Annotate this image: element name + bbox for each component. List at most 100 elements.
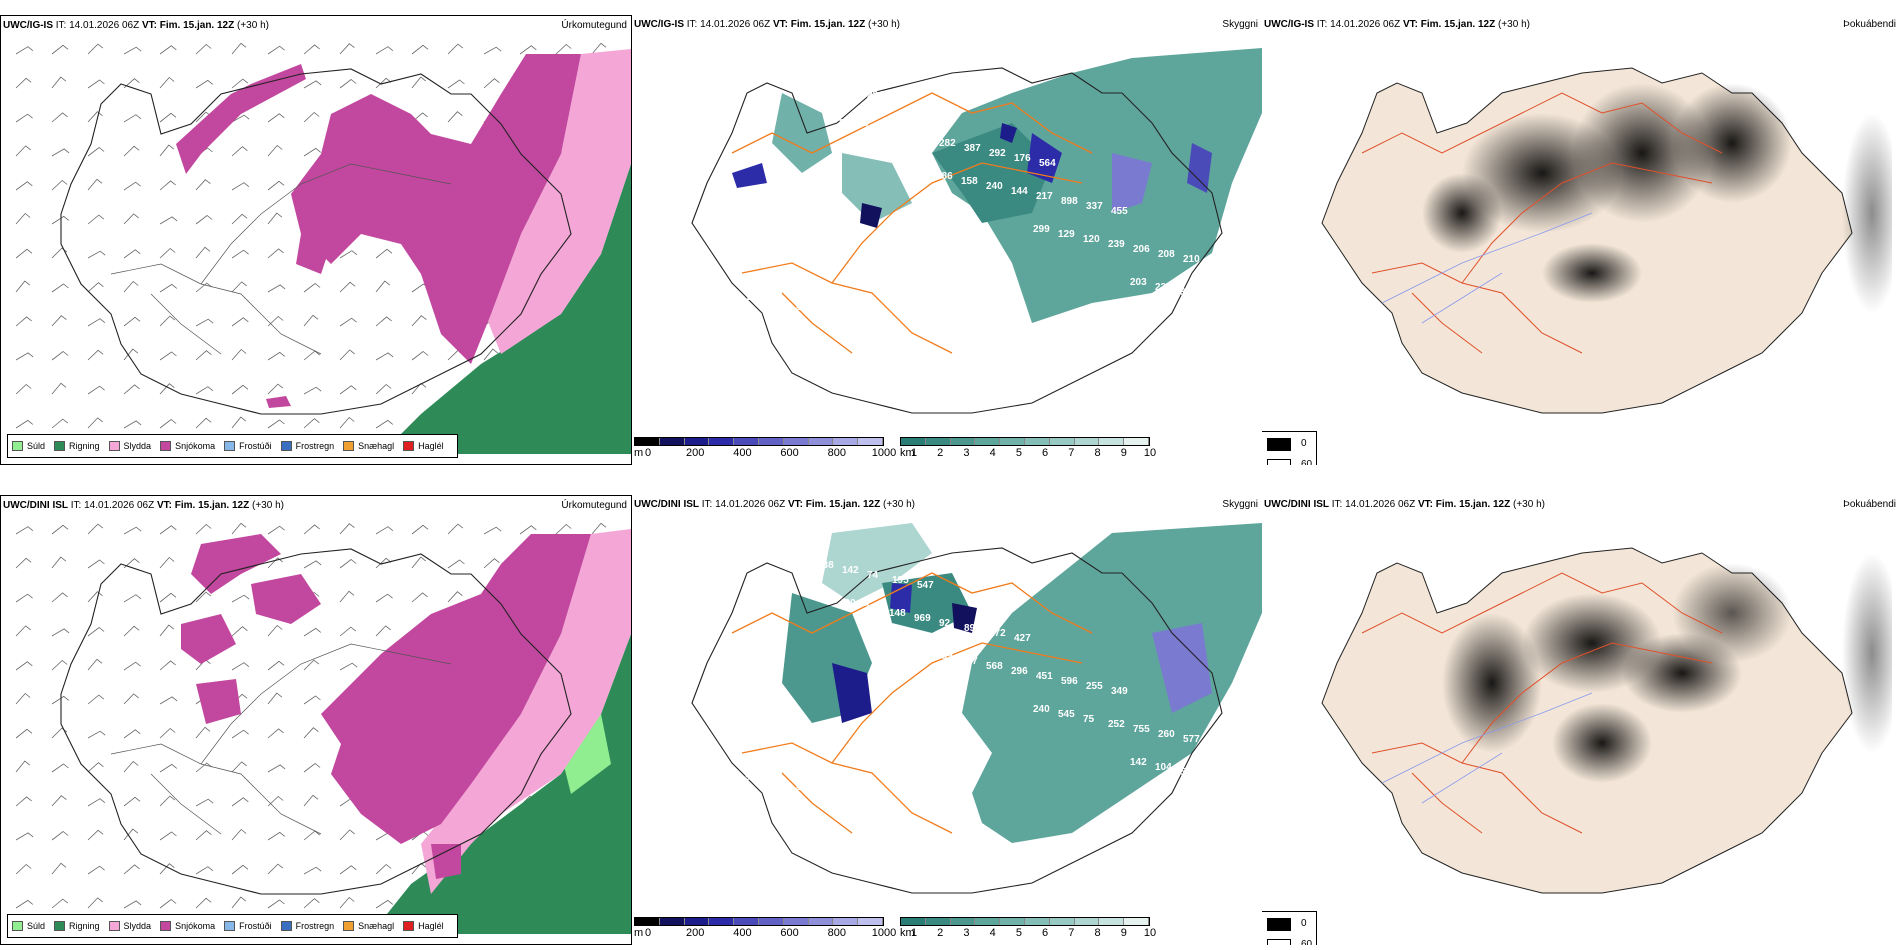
- panel-header: UWC/IG-IS IT: 14.01.2026 06Z VT: Fim. 15…: [3, 20, 269, 31]
- wind-barb: [51, 350, 69, 361]
- wind-barb: [303, 627, 322, 637]
- colorbar-tick: 800: [827, 927, 846, 939]
- fog-map: [1321, 67, 1892, 414]
- wind-barb: [303, 44, 320, 55]
- cloud-panel-top: UWC/IG-IS IT: 14.01.2026 06Z VT: Fim. 15…: [632, 15, 1262, 465]
- wind-barb: [123, 420, 142, 429]
- colorbar-tick: 6: [1042, 447, 1049, 459]
- wind-barb: [411, 350, 429, 361]
- wind-barb: [123, 181, 141, 191]
- cloud-base-label: 240: [1033, 704, 1050, 715]
- colorbar-cell: [758, 438, 784, 445]
- cloud-base-label: 342: [820, 787, 837, 798]
- colorbar-tick: 3: [963, 927, 970, 939]
- cloud-base-label: 945: [745, 772, 762, 783]
- cloud-base-label: 186: [936, 171, 953, 182]
- panel-header: UWC/IG-IS IT: 14.01.2026 06Z VT: Fim. 15…: [634, 19, 900, 30]
- wind-barb: [87, 694, 105, 705]
- cloud-base-label: 420: [839, 598, 856, 609]
- legend-label: Súld: [27, 921, 46, 931]
- wind-barb: [51, 148, 70, 157]
- cloud-base-label: 299: [1033, 224, 1050, 235]
- wind-barb: [303, 386, 322, 395]
- wind-barb: [339, 250, 358, 259]
- wind-barb: [195, 897, 212, 909]
- lead-time: (+30 h): [1498, 19, 1530, 30]
- lead-time: (+30 h): [237, 20, 269, 31]
- colorbar-cell: [950, 438, 976, 445]
- model-name: UWC/IG-IS: [634, 19, 684, 30]
- wind-barb: [231, 729, 249, 739]
- wind-barb: [231, 864, 249, 875]
- cloud-base-label: 116: [817, 80, 834, 91]
- wind-barb: [267, 315, 284, 327]
- wind-barb: [51, 418, 69, 429]
- wind-barb: [267, 831, 286, 841]
- wind-barb: [123, 78, 140, 89]
- cloud-base-label: 349: [1111, 686, 1128, 697]
- wind-barb: [123, 114, 142, 123]
- wind-barb: [15, 832, 34, 841]
- colorbar-cell: [659, 918, 685, 925]
- cloud-base-label: 53: [1180, 767, 1192, 778]
- cloud-base-label: 290: [914, 133, 931, 144]
- wind-barb: [15, 181, 33, 191]
- wind-barb: [339, 626, 357, 637]
- wind-barb: [51, 795, 67, 807]
- wind-barb: [267, 728, 284, 739]
- cloud-base-label: 506: [742, 65, 759, 76]
- cloud-base-label: 337: [1086, 201, 1103, 212]
- wind-barb: [267, 45, 285, 55]
- cloud-base-label: 104: [1155, 762, 1172, 773]
- wind-barb: [159, 247, 176, 259]
- colorbar-cell: [734, 918, 759, 925]
- legend-swatch: [108, 921, 120, 931]
- wind-barb: [375, 248, 393, 259]
- wind-barb: [375, 593, 393, 603]
- wind-barb: [51, 524, 69, 535]
- wind-barb: [15, 593, 33, 603]
- wind-barb: [123, 526, 142, 535]
- legend-swatch: [343, 921, 355, 931]
- wind-barb: [303, 111, 320, 123]
- colorbar-cell: [1099, 438, 1125, 445]
- wind-barb: [231, 594, 250, 603]
- ceiling-unit: m: [634, 927, 644, 939]
- vt-value: Fim. 15.jan. 12Z: [174, 500, 250, 511]
- it-value: 14.01.2026 06Z: [1345, 499, 1416, 510]
- lead-time: (+30 h): [1513, 499, 1545, 510]
- vt-label: VT:: [1402, 19, 1418, 30]
- colorbar-tick: 8: [1094, 927, 1101, 939]
- fog-swatch-60: [1267, 939, 1291, 945]
- colorbar-tick: 0: [644, 447, 652, 459]
- wind-barb: [375, 419, 394, 429]
- wind-barb: [375, 863, 392, 875]
- legend-swatch: [280, 441, 292, 451]
- colorbar-tick: 10: [1143, 927, 1157, 939]
- colorbar-cell: [1024, 438, 1050, 445]
- wind-barb: [231, 348, 247, 361]
- colorbar-cell: [858, 438, 883, 445]
- colorbar-tick: 2: [937, 927, 944, 939]
- vt-value: Fim. 15.jan. 12Z: [159, 20, 235, 31]
- cloud-base-label: 898: [1061, 196, 1078, 207]
- wind-barb: [123, 625, 140, 637]
- wind-barb: [375, 625, 391, 637]
- legend-label: Rigning: [69, 921, 100, 931]
- wind-barb: [267, 764, 286, 773]
- colorbar-tick: 6: [1042, 927, 1049, 939]
- wind-barb: [483, 46, 502, 55]
- fog-swatch-0: [1267, 918, 1291, 931]
- wind-barb: [339, 78, 357, 89]
- colorbar-tick: 4: [989, 927, 996, 939]
- wind-barb: [375, 526, 394, 535]
- wind-barb: [231, 797, 249, 807]
- legend-item: Frostúði: [224, 921, 272, 931]
- cloud-base-label: 142: [842, 565, 859, 576]
- wind-barb: [411, 315, 427, 327]
- wind-barb: [51, 44, 69, 55]
- wind-barb: [483, 526, 502, 535]
- vt-value: Fim. 15.jan. 12Z: [1420, 19, 1496, 30]
- wind-barb: [159, 45, 177, 55]
- wind-barb: [303, 314, 319, 327]
